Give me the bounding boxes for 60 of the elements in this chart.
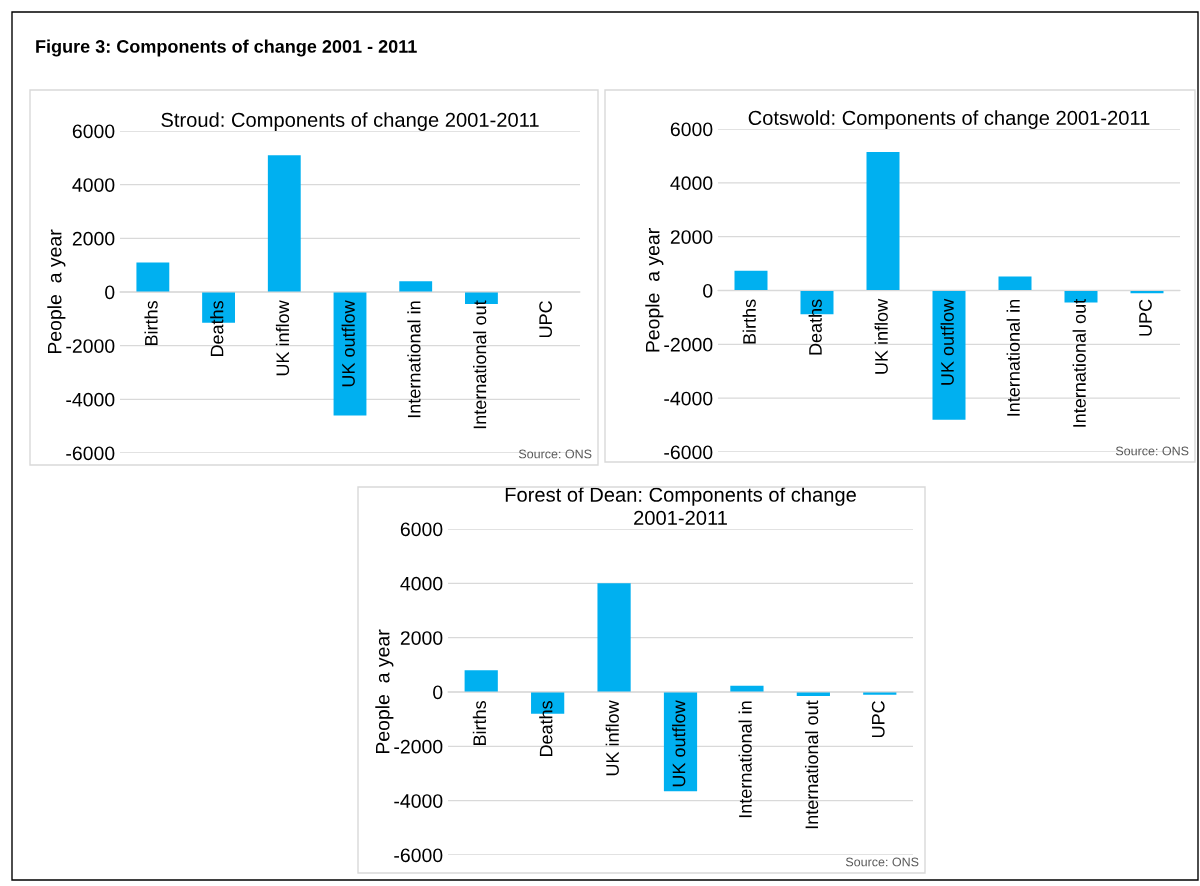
bar	[267, 155, 301, 292]
y-tick-label: -4000	[66, 392, 115, 407]
y-tick-label: -2000	[66, 339, 115, 353]
y-tick-label: 0	[703, 283, 713, 298]
x-tick-label: UK inflow	[275, 300, 290, 376]
source-note: Source: ONS	[845, 857, 919, 867]
x-tick-label: International in	[1006, 300, 1020, 416]
bar	[998, 276, 1032, 291]
bar	[734, 270, 768, 291]
y-tick-label: 2000	[72, 231, 115, 246]
bar	[866, 151, 900, 291]
annotation: Source: ONS	[1115, 446, 1189, 456]
x-tick-label: UPC	[539, 301, 552, 338]
y-tick-label: -2000	[664, 337, 713, 352]
chart-title: Cotswold: Components of change 2001-2011	[748, 110, 1150, 129]
y-axis-title: People a year	[375, 629, 394, 754]
x-tick-label: International out	[473, 300, 487, 429]
y-tick-label: 0	[433, 685, 443, 700]
y-axis-title: People a year	[645, 228, 664, 352]
bar	[464, 670, 498, 692]
bar	[136, 262, 170, 292]
y-tick-label: -6000	[394, 848, 443, 863]
y-tick-label: 2000	[670, 230, 713, 244]
x-tick-label: UK inflow	[605, 700, 619, 776]
chart-title: Stroud: Components of change 2001-2011	[161, 112, 539, 131]
x-tick-label: UPC	[871, 701, 885, 738]
y-tick-label: -6000	[66, 446, 115, 461]
annotation: Source: ONS	[518, 449, 592, 459]
x-tick-label: Births	[472, 700, 487, 745]
x-tick-label: International in	[407, 301, 421, 418]
y-tick-label: 4000	[670, 176, 713, 191]
y-tick-label: 4000	[72, 178, 115, 192]
y-tick-label: 6000	[72, 124, 115, 139]
y-tick-label: 0	[105, 285, 115, 300]
x-tick-label: UK inflow	[874, 298, 888, 374]
x-tick-label: International in	[738, 701, 752, 818]
y-tick-label: -4000	[664, 391, 713, 406]
y-tick-label: -2000	[394, 739, 443, 754]
x-tick-label: Deaths	[539, 700, 553, 757]
x-tick-label: Deaths	[210, 300, 224, 357]
y-tick-label: -4000	[394, 794, 443, 808]
x-tick-label: UPC	[1139, 299, 1152, 336]
y-tick-label: 6000	[400, 522, 443, 537]
x-tick-label: Births	[742, 299, 756, 344]
chart-title: Forest of Dean: Components of change 2001-2011	[505, 487, 856, 526]
caption: Figure 3: Components of change 2001 - 2011	[36, 39, 417, 57]
x-tick-label: International out	[804, 700, 819, 829]
x-tick-label: UK outflow	[341, 300, 355, 387]
y-tick-label: 4000	[400, 576, 443, 591]
x-tick-label: UK outflow	[940, 298, 954, 385]
x-tick-label: UK outflow	[672, 700, 686, 787]
y-axis-title: People a year	[47, 229, 66, 354]
x-tick-label: Deaths	[808, 299, 822, 355]
y-tick-label: 6000	[670, 122, 713, 137]
y-tick-label: -6000	[664, 445, 713, 460]
y-tick-label: 2000	[400, 631, 443, 645]
x-tick-label: Births	[144, 300, 158, 345]
x-tick-label: International out	[1072, 298, 1086, 427]
bar	[399, 281, 433, 292]
bar	[597, 583, 631, 692]
